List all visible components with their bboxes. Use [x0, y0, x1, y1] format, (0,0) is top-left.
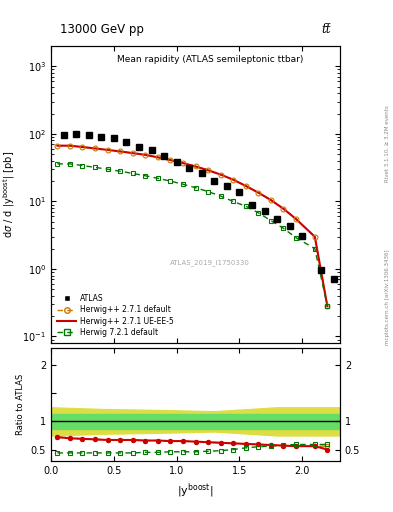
Text: 13000 GeV pp: 13000 GeV pp [60, 23, 143, 36]
Text: mcplots.cern.ch [arXiv:1306.3436]: mcplots.cern.ch [arXiv:1306.3436] [385, 249, 390, 345]
Text: Rivet 3.1.10, ≥ 3.2M events: Rivet 3.1.10, ≥ 3.2M events [385, 105, 390, 182]
Y-axis label: d$\sigma$ / d |y$^{\rm boost}$| [pb]: d$\sigma$ / d |y$^{\rm boost}$| [pb] [1, 151, 17, 238]
X-axis label: |y$^{\rm boost}$|: |y$^{\rm boost}$| [177, 481, 214, 500]
Y-axis label: Ratio to ATLAS: Ratio to ATLAS [16, 374, 25, 435]
Legend: ATLAS, Herwig++ 2.7.1 default, Herwig++ 2.7.1 UE-EE-5, Herwig 7.2.1 default: ATLAS, Herwig++ 2.7.1 default, Herwig++ … [55, 292, 176, 339]
Text: tt̅: tt̅ [322, 23, 331, 36]
Text: Mean rapidity (ATLAS semileptonic ttbar): Mean rapidity (ATLAS semileptonic ttbar) [117, 55, 303, 64]
Text: ATLAS_2019_I1750330: ATLAS_2019_I1750330 [170, 259, 250, 266]
